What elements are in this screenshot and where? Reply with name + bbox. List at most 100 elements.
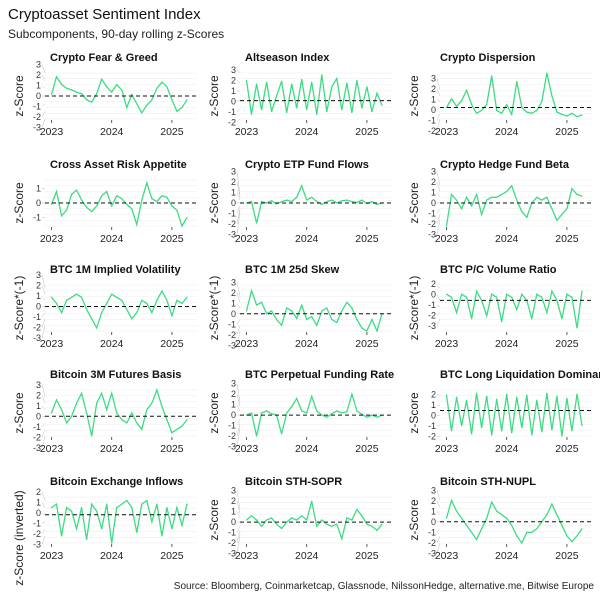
series-line <box>246 391 383 437</box>
data-point <box>121 89 123 91</box>
y-tick <box>236 404 241 412</box>
data-point <box>311 395 313 397</box>
y-tick-label: 2 <box>36 280 41 290</box>
data-point <box>455 312 458 314</box>
data-point <box>146 302 148 304</box>
data-point <box>481 109 483 111</box>
data-point <box>566 115 568 117</box>
data-point <box>255 83 258 85</box>
y-tick <box>41 111 46 118</box>
data-point <box>111 542 113 544</box>
panel-title: BTC Perpetual Funding Rate <box>245 369 394 381</box>
y-tick-label: 0 <box>231 309 236 319</box>
y-tick <box>436 214 441 225</box>
data-point <box>516 199 518 201</box>
y-tick <box>41 103 46 107</box>
y-tick <box>436 88 441 97</box>
data-point <box>346 301 348 303</box>
data-point <box>521 293 523 295</box>
data-point <box>245 519 248 521</box>
data-point <box>501 112 503 114</box>
panel-title: Crypto Dispersion <box>440 52 536 64</box>
data-point <box>156 503 158 505</box>
data-point <box>511 113 513 115</box>
y-tick <box>436 535 441 543</box>
data-point <box>60 215 63 217</box>
data-point <box>491 293 493 295</box>
data-point <box>126 422 128 424</box>
data-point <box>171 99 173 101</box>
y-tick-label: 3 <box>231 379 236 389</box>
y-tick-label: 1 <box>431 188 436 198</box>
series-line <box>245 288 383 333</box>
x-tick-label: 2024 <box>495 338 519 350</box>
data-point <box>291 200 293 203</box>
data-point <box>506 293 508 295</box>
x-tick-label: 2024 <box>495 550 519 562</box>
data-point <box>551 290 553 292</box>
y-tick <box>236 319 241 325</box>
data-point <box>76 293 78 295</box>
data-point <box>65 422 68 424</box>
data-point <box>476 290 478 292</box>
panel-title: BTC Long Liquidation Dominance <box>440 369 600 381</box>
y-tick <box>41 502 46 508</box>
series-line <box>246 501 383 542</box>
data-point <box>506 190 508 193</box>
data-point <box>491 434 493 436</box>
data-point <box>271 111 273 113</box>
data-point <box>151 521 153 523</box>
x-tick-label: 2024 <box>100 443 124 455</box>
data-point <box>481 427 483 429</box>
y-tick <box>236 423 241 437</box>
data-point <box>86 206 88 208</box>
data-point <box>571 188 573 190</box>
x-tick-label: 2024 <box>495 126 519 138</box>
data-point <box>341 109 343 111</box>
data-point <box>260 525 263 527</box>
data-point <box>111 392 113 394</box>
data-point <box>55 302 58 304</box>
data-point <box>541 296 543 298</box>
data-point <box>301 515 303 517</box>
y-tick-label: 1 <box>36 497 41 507</box>
data-point <box>260 200 263 203</box>
data-point <box>496 109 498 111</box>
data-point <box>76 189 78 191</box>
y-tick <box>436 394 441 396</box>
data-point <box>166 507 168 509</box>
data-point <box>551 95 553 97</box>
data-point <box>326 307 328 309</box>
x-tick-label: 2025 <box>555 126 579 138</box>
data-point <box>376 529 378 532</box>
y-tick <box>436 284 441 289</box>
y-axis-label: z-Score (inverted) <box>12 490 26 585</box>
data-point <box>531 112 533 114</box>
data-point <box>131 93 133 96</box>
data-point <box>65 299 68 301</box>
data-point <box>306 412 308 414</box>
data-point <box>316 324 318 326</box>
y-tick <box>436 294 441 301</box>
data-point <box>455 510 458 512</box>
data-point <box>341 412 343 414</box>
series-line <box>245 74 383 115</box>
data-point <box>346 517 348 519</box>
y-tick <box>436 113 441 121</box>
y-tick-label: 0 <box>36 301 41 311</box>
x-tick-label: 2025 <box>555 338 579 350</box>
y-tick <box>436 99 441 102</box>
data-point <box>186 503 188 505</box>
series-line <box>445 72 583 118</box>
y-tick-label: -2 <box>428 126 436 136</box>
data-point <box>286 199 288 201</box>
data-point <box>561 524 563 526</box>
data-point <box>501 430 503 432</box>
y-tick-label: 3 <box>231 167 236 177</box>
series-line <box>445 184 583 227</box>
series-line <box>445 498 583 545</box>
y-tick-label: 0 <box>431 290 436 300</box>
